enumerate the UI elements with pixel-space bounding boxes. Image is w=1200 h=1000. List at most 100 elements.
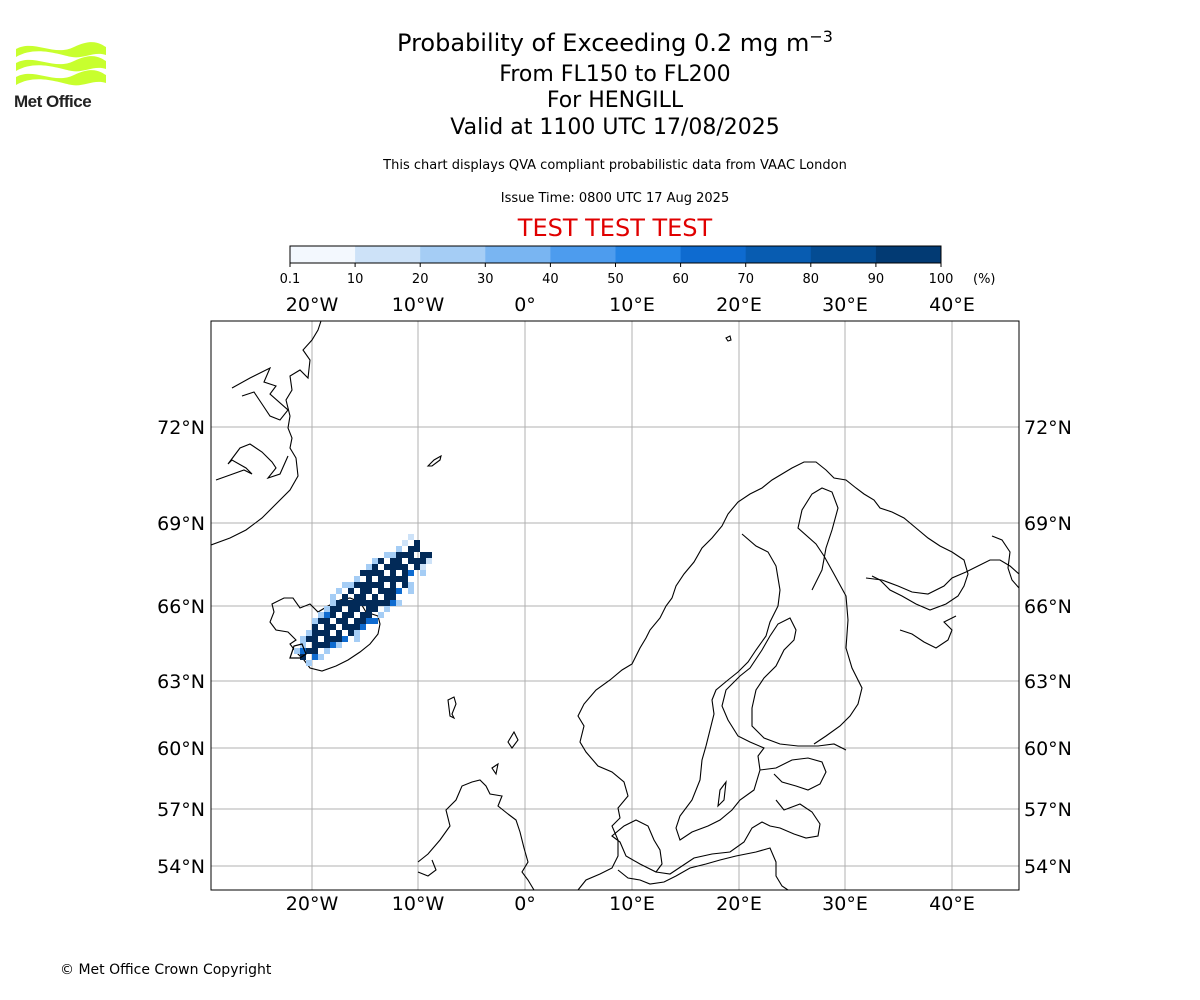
plume-cell: [378, 570, 384, 576]
longitude-label: 20°W: [286, 294, 339, 316]
coast-kola: [865, 559, 1019, 595]
copyright: © Met Office Crown Copyright: [60, 962, 272, 978]
test-banner: TEST TEST TEST: [517, 214, 713, 242]
plume-cell: [414, 540, 420, 546]
colorbar-tick-label: 70: [737, 272, 754, 287]
longitude-label: 10°E: [609, 294, 655, 316]
latitude-label: 60°N: [1024, 738, 1072, 760]
plume-cell: [330, 594, 336, 600]
plume-cell: [390, 564, 396, 570]
plume-cell: [402, 552, 408, 558]
plume-cell: [354, 624, 360, 630]
plume-cell: [348, 624, 354, 630]
data-note: This chart displays QVA compliant probab…: [383, 158, 847, 173]
coast-white-sea-east: [991, 535, 1019, 589]
plume-cell: [360, 618, 366, 624]
longitude-label: 20°E: [716, 893, 762, 915]
plume-cell: [366, 570, 372, 576]
plume-cell: [414, 558, 420, 564]
colorbar-unit: (%): [973, 272, 996, 287]
plume-cell: [390, 600, 396, 606]
longitude-label: 20°W: [286, 893, 339, 915]
plume-cell: [294, 648, 300, 654]
latitude-label: 69°N: [157, 513, 205, 535]
plume-cell: [318, 654, 324, 660]
latitude-label: 66°N: [1024, 596, 1072, 618]
colorbar-segment: [810, 246, 877, 263]
plume-cell: [408, 570, 414, 576]
probability-plume: [289, 534, 432, 666]
plume-cell: [390, 588, 396, 594]
plume-cell: [330, 624, 336, 630]
plume-cell: [366, 588, 372, 594]
longitude-label: 30°E: [822, 893, 868, 915]
plume-cell: [336, 600, 342, 606]
plume-cell: [360, 588, 366, 594]
plume-cell: [306, 660, 312, 666]
coast-scotland: [417, 779, 535, 890]
graticule: [211, 321, 1019, 890]
plume-cell: [378, 558, 384, 564]
plume-cell: [372, 582, 378, 588]
plume-cell: [360, 594, 366, 600]
plume-cell: [354, 636, 360, 642]
plume-cell: [384, 564, 390, 570]
plume-cell: [378, 600, 384, 606]
plume-cell: [354, 630, 360, 636]
plume-cell: [378, 582, 384, 588]
colorbar-tick-label: 10: [347, 272, 364, 287]
plume-cell: [300, 636, 306, 642]
coast-baltic: [759, 757, 827, 791]
plume-cell: [348, 582, 354, 588]
latitude-label: 54°N: [1024, 856, 1072, 878]
plume-cell: [420, 570, 426, 576]
logo-text: Met Office: [14, 92, 92, 111]
plume-cell: [390, 552, 396, 558]
border-finland-russia: [797, 487, 863, 745]
plume-cell: [408, 588, 414, 594]
colorbar-segment: [745, 246, 812, 263]
longitude-label: 0°: [514, 893, 536, 915]
plume-cell: [384, 600, 390, 606]
plume-cell: [372, 570, 378, 576]
plume-cell: [402, 582, 408, 588]
longitude-label: 10°E: [609, 893, 655, 915]
colorbar-segment: [550, 246, 616, 263]
coast-norway: [577, 461, 969, 890]
plume-cell: [336, 606, 342, 612]
colorbar-segment: [680, 246, 747, 263]
plume-cell: [354, 594, 360, 600]
plume-cell: [312, 618, 318, 624]
coast-kola-south: [899, 615, 957, 649]
plume-cell: [324, 618, 330, 624]
plume-cell: [384, 606, 390, 612]
latitude-label: 66°N: [157, 596, 205, 618]
plume-cell: [312, 642, 318, 648]
plume-cell: [402, 576, 408, 582]
colorbar-segment: [355, 246, 421, 263]
longitude-label: 10°W: [392, 893, 445, 915]
plume-cell: [396, 576, 402, 582]
longitude-label: 40°E: [929, 294, 975, 316]
latitude-label: 63°N: [1024, 671, 1072, 693]
plume-cell: [372, 618, 378, 624]
plume-cell: [384, 594, 390, 600]
coast-germany: [617, 847, 789, 890]
plume-cell: [408, 534, 414, 540]
plume-cell: [330, 636, 336, 642]
coast-denmark: [611, 819, 663, 873]
plume-cell: [426, 558, 432, 564]
border-norway-sweden: [705, 533, 781, 747]
coast-bear-island: [725, 335, 732, 342]
coast-bothnia: [675, 617, 847, 841]
plume-cell: [408, 582, 414, 588]
plume-cell: [378, 588, 384, 594]
plume-cell: [348, 612, 354, 618]
coast-gotland: [717, 780, 727, 808]
latitude-label: 57°N: [157, 799, 205, 821]
plume-cell: [378, 612, 384, 618]
colorbar-tick-label: 30: [477, 272, 494, 287]
plume-cell: [330, 642, 336, 648]
longitude-label: 10°W: [392, 294, 445, 316]
plume-cell: [366, 582, 372, 588]
